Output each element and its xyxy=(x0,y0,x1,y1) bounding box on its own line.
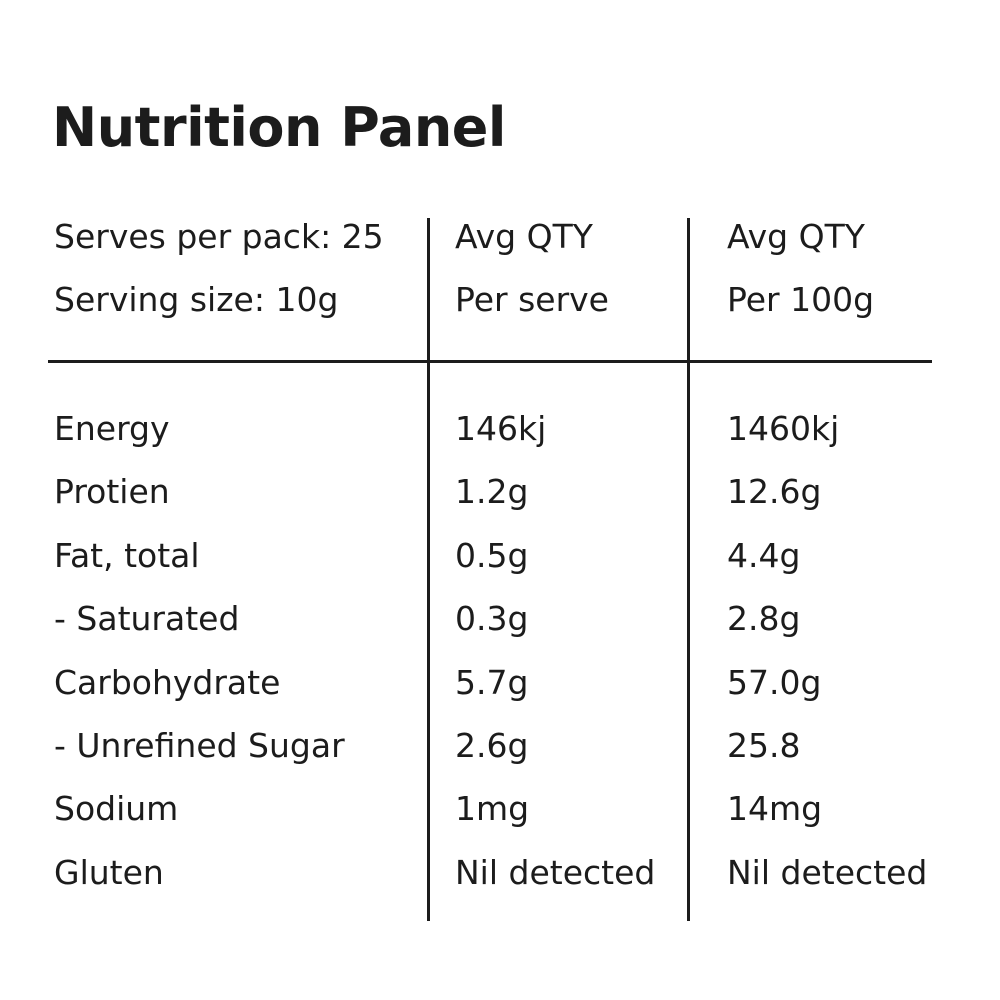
nutrient-name: - Unrefined Sugar xyxy=(54,726,345,765)
serves-per-pack: Serves per pack: 25 xyxy=(54,217,384,256)
nutrient-name: - Saturated xyxy=(54,599,240,638)
per-serve-value: 1mg xyxy=(455,789,530,828)
per-100g-value: 12.6g xyxy=(727,472,822,511)
per-100g-value: 4.4g xyxy=(727,536,801,575)
per-100g-value: 25.8 xyxy=(727,726,801,765)
nutrient-name: Fat, total xyxy=(54,536,200,575)
nutrient-name: Gluten xyxy=(54,853,164,892)
per-serve-value: 146kj xyxy=(455,409,547,448)
per-100g-value: 1460kj xyxy=(727,409,840,448)
column-divider-2 xyxy=(687,218,690,921)
per-serve-header-line1: Avg QTY xyxy=(455,217,593,256)
per-100g-header-line2: Per 100g xyxy=(727,280,875,319)
header-divider xyxy=(48,360,932,363)
per-100g-header-line1: Avg QTY xyxy=(727,217,865,256)
per-100g-value: 57.0g xyxy=(727,663,822,702)
page-title: Nutrition Panel xyxy=(52,96,506,159)
per-serve-value: 1.2g xyxy=(455,472,529,511)
nutrient-name: Carbohydrate xyxy=(54,663,281,702)
per-100g-value: 2.8g xyxy=(727,599,801,638)
per-serve-header-line2: Per serve xyxy=(455,280,609,319)
column-divider-1 xyxy=(427,218,430,921)
nutrient-name: Energy xyxy=(54,409,170,448)
per-serve-value: 0.5g xyxy=(455,536,529,575)
per-serve-value: Nil detected xyxy=(455,853,656,892)
nutrient-name: Protien xyxy=(54,472,170,511)
per-serve-value: 5.7g xyxy=(455,663,529,702)
per-100g-value: 14mg xyxy=(727,789,823,828)
serving-size: Serving size: 10g xyxy=(54,280,339,319)
per-100g-value: Nil detected xyxy=(727,853,928,892)
nutrient-name: Sodium xyxy=(54,789,179,828)
per-serve-value: 0.3g xyxy=(455,599,529,638)
per-serve-value: 2.6g xyxy=(455,726,529,765)
